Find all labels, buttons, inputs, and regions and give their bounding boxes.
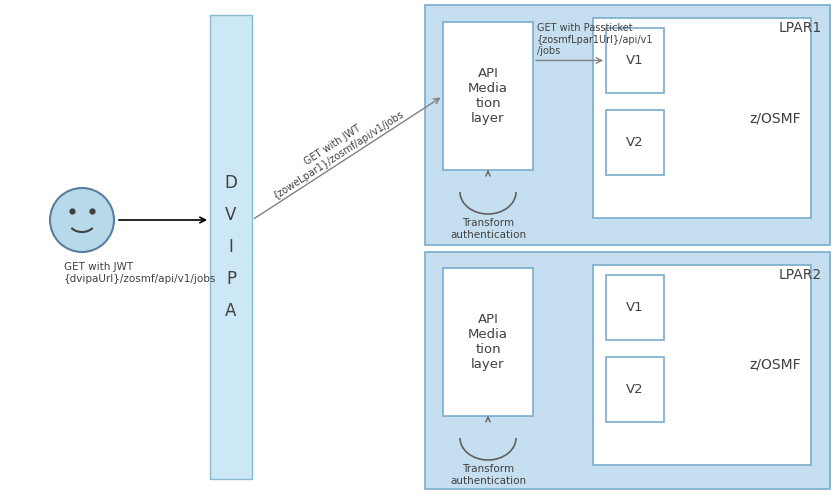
Text: D
V
I
P
A: D V I P A — [224, 174, 238, 320]
Text: V1: V1 — [626, 301, 643, 314]
FancyBboxPatch shape — [593, 265, 811, 465]
Text: V1: V1 — [626, 54, 643, 67]
Text: API
Media
tion
layer: API Media tion layer — [468, 67, 508, 125]
Text: API
Media
tion
layer: API Media tion layer — [468, 313, 508, 371]
Text: LPAR2: LPAR2 — [779, 268, 822, 282]
Text: GET with Passticket
{zosmfLpar1Url}/api/v1
/jobs: GET with Passticket {zosmfLpar1Url}/api/… — [537, 23, 654, 56]
Text: GET with JWT
{zoweLpar1}/zosmf/api/v1/jobs: GET with JWT {zoweLpar1}/zosmf/api/v1/jo… — [265, 99, 406, 201]
Text: V2: V2 — [626, 136, 643, 149]
Text: LPAR1: LPAR1 — [779, 21, 822, 35]
FancyBboxPatch shape — [606, 28, 664, 93]
FancyBboxPatch shape — [443, 268, 533, 416]
Text: GET with JWT
{dvipaUrl}/zosmf/api/v1/jobs: GET with JWT {dvipaUrl}/zosmf/api/v1/job… — [64, 262, 217, 284]
FancyBboxPatch shape — [606, 275, 664, 340]
FancyBboxPatch shape — [606, 110, 664, 175]
FancyBboxPatch shape — [593, 18, 811, 218]
FancyBboxPatch shape — [425, 252, 830, 489]
Text: Transform
authentication: Transform authentication — [450, 218, 526, 240]
Text: Transform
authentication: Transform authentication — [450, 464, 526, 486]
Text: z/OSMF: z/OSMF — [749, 358, 801, 372]
Circle shape — [50, 188, 114, 252]
FancyBboxPatch shape — [210, 15, 252, 479]
FancyBboxPatch shape — [425, 5, 830, 245]
Text: z/OSMF: z/OSMF — [749, 111, 801, 125]
Text: V2: V2 — [626, 383, 643, 396]
FancyBboxPatch shape — [443, 22, 533, 170]
FancyBboxPatch shape — [606, 357, 664, 422]
